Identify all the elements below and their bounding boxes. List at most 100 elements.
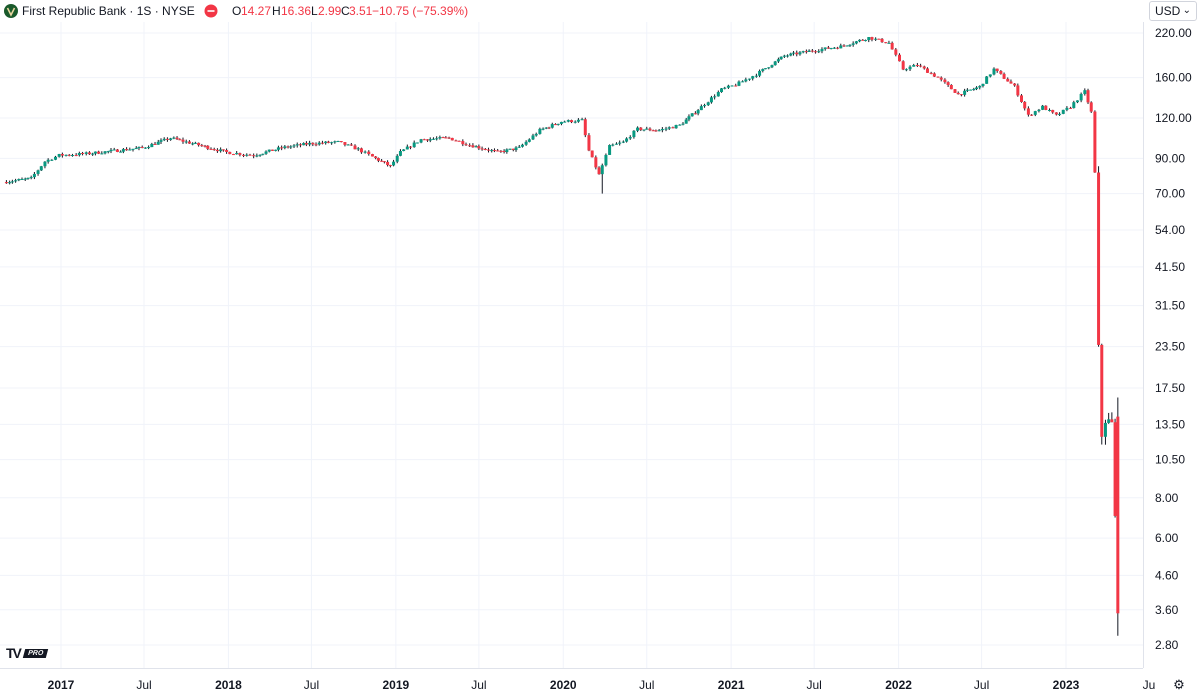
- candle-body: [786, 55, 790, 57]
- candle-body: [576, 119, 580, 122]
- x-tick-label: 2020: [550, 678, 577, 692]
- candle-body: [851, 43, 855, 45]
- candle-body: [392, 161, 396, 166]
- candle-body: [829, 48, 833, 50]
- symbol-title[interactable]: First Republic Bank · 1S · NYSE: [22, 4, 195, 18]
- candle-body: [1103, 422, 1107, 437]
- candle-body: [583, 119, 587, 136]
- candle-body: [709, 97, 713, 103]
- candle-body: [1100, 344, 1104, 437]
- candle-body: [252, 155, 256, 157]
- candle-body: [480, 148, 484, 150]
- candle-body: [200, 145, 204, 147]
- candle-body: [559, 121, 563, 124]
- candle-body: [684, 119, 688, 124]
- candle-body: [39, 166, 43, 171]
- currency-selector[interactable]: USD ⌄: [1149, 1, 1197, 21]
- candle-body: [832, 47, 836, 49]
- candle-body: [801, 51, 805, 53]
- candle-body: [730, 85, 734, 87]
- candle-body: [356, 148, 360, 150]
- logo-mark: [6, 7, 16, 17]
- candle-body: [431, 138, 435, 140]
- candle-body: [580, 119, 584, 121]
- candle-body: [26, 177, 30, 179]
- time-axis[interactable]: 2017 Jul 2018 Jul 2019 Jul 2020 Jul 2021 Jul 2022 J…: [0, 668, 1155, 693]
- y-tick-label: 2.80: [1155, 638, 1179, 652]
- candle-body: [660, 128, 664, 131]
- candle-body: [814, 51, 818, 53]
- candle-body: [981, 83, 985, 87]
- x-tick-label: 2019: [382, 678, 409, 692]
- candle-body: [761, 69, 765, 71]
- y-tick-label: 13.50: [1155, 417, 1185, 431]
- candle-body: [544, 127, 548, 129]
- candle-body: [1009, 81, 1013, 84]
- candle-body: [972, 88, 976, 90]
- price-axis[interactable]: 220.00 160.00 120.00 90.00 70.00 54.00 41.50 31…: [1143, 22, 1193, 668]
- candle-body: [1044, 105, 1048, 111]
- candle-body: [919, 65, 923, 67]
- candle-body: [1006, 78, 1010, 82]
- candle-body: [1058, 113, 1062, 115]
- candle-body: [57, 154, 61, 157]
- candle-body: [953, 89, 957, 93]
- candle-body: [419, 139, 423, 143]
- candle-body: [134, 148, 138, 150]
- y-tick-label: 120.00: [1155, 111, 1192, 125]
- candle-body: [370, 154, 374, 157]
- candle-body: [1107, 419, 1111, 423]
- candle-body: [100, 153, 104, 155]
- candle-body: [187, 141, 191, 144]
- candle-body: [1065, 107, 1069, 110]
- candle-body: [1086, 90, 1090, 103]
- candle-body: [308, 142, 312, 145]
- candle-body: [782, 55, 786, 57]
- candle-body: [206, 145, 210, 149]
- y-tick-label: 90.00: [1155, 151, 1185, 165]
- candle-body: [678, 124, 682, 126]
- candle-body: [295, 144, 299, 146]
- gear-icon[interactable]: ⚙: [1173, 677, 1185, 692]
- candle-body: [276, 147, 280, 150]
- candle-body: [97, 151, 101, 154]
- candle-body: [93, 151, 97, 154]
- candle-body: [367, 151, 371, 155]
- candle-body: [645, 128, 649, 130]
- candle-body: [798, 52, 802, 55]
- candle-body: [292, 145, 296, 147]
- candle-body: [454, 140, 458, 142]
- candle-body: [1061, 109, 1065, 114]
- candle-body: [874, 38, 878, 40]
- candle-body: [324, 141, 328, 144]
- candle-body: [238, 153, 242, 155]
- candle-body: [699, 106, 703, 111]
- candle-body: [566, 120, 570, 122]
- candle-body: [10, 181, 14, 183]
- currency-label: USD: [1155, 4, 1181, 18]
- candle-body: [1013, 83, 1017, 86]
- candle-body: [53, 156, 57, 160]
- candle-body: [943, 79, 947, 83]
- candle-body: [14, 180, 18, 182]
- candle-body: [156, 141, 160, 145]
- candle-body: [904, 69, 908, 71]
- candle-body: [604, 154, 608, 166]
- candle-body: [119, 151, 123, 153]
- candle-body: [336, 141, 340, 143]
- candle-body: [242, 154, 246, 156]
- candle-body: [395, 155, 399, 162]
- ohlc-open-value: 14.27: [241, 4, 271, 18]
- tradingview-logo[interactable]: TV PRO: [6, 645, 49, 661]
- candle-body: [594, 157, 598, 168]
- candle-body: [181, 139, 185, 142]
- candle-body: [826, 47, 830, 49]
- candle-body: [346, 144, 350, 146]
- candle-body: [587, 135, 591, 151]
- candle-body: [175, 137, 179, 140]
- candle-body: [60, 154, 64, 156]
- y-tick-label: 41.50: [1155, 260, 1185, 274]
- candle-body: [1054, 112, 1058, 115]
